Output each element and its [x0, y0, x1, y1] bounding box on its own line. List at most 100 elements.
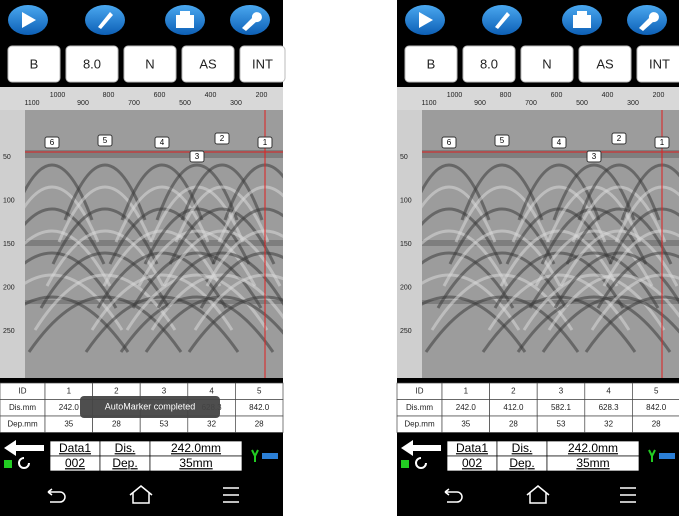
- hyperbola: [150, 273, 283, 331]
- mode-button[interactable]: B: [7, 45, 61, 83]
- ruler-top-label: 400: [205, 92, 217, 99]
- button-box: [181, 45, 235, 83]
- hyperbola: [559, 229, 679, 287]
- mode-button[interactable]: INT: [239, 45, 286, 83]
- ruler-top-label: 800: [500, 92, 512, 99]
- hyperbola: [51, 207, 159, 265]
- marker-box: [189, 150, 205, 163]
- icon-glyph: [419, 12, 433, 28]
- icon-glyph: [639, 12, 659, 31]
- ruler-left-label: 150: [400, 241, 412, 248]
- mode-button[interactable]: 8.0: [65, 45, 119, 83]
- hyperbola: [565, 207, 673, 265]
- marker-label: 1: [263, 138, 268, 147]
- mode-button[interactable]: AS: [578, 45, 632, 83]
- table-text: 53: [557, 420, 566, 429]
- table-text: 2: [114, 387, 119, 396]
- table-text: 628.3: [599, 403, 620, 412]
- refresh-icon[interactable]: [415, 457, 427, 469]
- table-text: 32: [207, 420, 216, 429]
- table-text: 53: [160, 420, 169, 429]
- nav-home[interactable]: [129, 485, 153, 504]
- table-text: 3: [559, 387, 564, 396]
- mode-button[interactable]: AS: [181, 45, 235, 83]
- table-text: Dep.mm: [7, 420, 38, 429]
- marker-label: 3: [592, 152, 597, 161]
- status-text: Data1: [59, 441, 91, 455]
- marker-label: 2: [617, 134, 622, 143]
- ruler-left-label: 200: [3, 284, 15, 291]
- table-text: Dep.mm: [404, 420, 435, 429]
- button-label: AS: [199, 56, 217, 71]
- back-arrow[interactable]: [401, 440, 441, 456]
- back-arrow[interactable]: [4, 440, 44, 456]
- settings-button[interactable]: [627, 5, 667, 35]
- signal-icon: [648, 449, 656, 462]
- ruler-left-label: 250: [3, 328, 15, 335]
- nav-home[interactable]: [526, 485, 550, 504]
- phone-screen: B 8.0 N AS INT110010009008007006005004003002…: [0, 0, 286, 516]
- table-text: 2: [511, 387, 516, 396]
- icon-glyph: [495, 12, 510, 29]
- hyperbola: [119, 295, 275, 353]
- hyperbola: [162, 229, 282, 287]
- edit-button[interactable]: [85, 5, 125, 35]
- play-button[interactable]: [405, 5, 445, 35]
- status-text: 35mm: [179, 456, 212, 470]
- ruler-top-label: 500: [576, 100, 588, 107]
- mode-button[interactable]: B: [404, 45, 458, 83]
- hyperbola: [156, 251, 283, 309]
- mode-button[interactable]: INT: [636, 45, 679, 83]
- save-button[interactable]: [165, 5, 205, 35]
- hyperbola: [553, 251, 679, 309]
- button-label: INT: [252, 56, 273, 71]
- ruler-top-label: 700: [128, 100, 140, 107]
- toast-bg: [80, 396, 220, 418]
- nav-back[interactable]: [444, 488, 463, 503]
- scan-band: [422, 150, 679, 158]
- hyperbola: [25, 163, 94, 221]
- button-label: INT: [649, 56, 670, 71]
- ruler-left-label: 250: [400, 328, 412, 335]
- status-text: 002: [65, 456, 85, 470]
- settings-button[interactable]: [230, 5, 270, 35]
- ruler-top-label: 200: [653, 92, 665, 99]
- play-button[interactable]: [8, 5, 48, 35]
- edit-button[interactable]: [482, 5, 522, 35]
- hyperbola: [422, 185, 497, 243]
- ruler-top-label: 900: [474, 100, 486, 107]
- button-box: [636, 45, 679, 83]
- save-button[interactable]: [562, 5, 602, 35]
- status-text: Dep.: [509, 456, 534, 470]
- button-label: B: [30, 56, 39, 71]
- button-box: [7, 45, 61, 83]
- hyperbola: [577, 163, 661, 221]
- status-text: 002: [462, 456, 482, 470]
- marker-label: 5: [103, 136, 108, 145]
- table-text: 842.0: [646, 403, 667, 412]
- device-icon: [262, 453, 278, 459]
- table-text: 242.0: [456, 403, 477, 412]
- status-cell: [546, 455, 640, 472]
- mode-button[interactable]: N: [520, 45, 574, 83]
- hyperbola: [422, 229, 509, 287]
- mode-button[interactable]: 8.0: [462, 45, 516, 83]
- nav-menu[interactable]: [620, 487, 636, 503]
- hyperbola: [487, 273, 631, 331]
- hyperbola: [25, 207, 106, 265]
- refresh-icon[interactable]: [18, 457, 30, 469]
- nav-back[interactable]: [47, 488, 66, 503]
- ruler-top-label: 200: [256, 92, 268, 99]
- mode-button[interactable]: N: [123, 45, 177, 83]
- ruler-top-label: 500: [179, 100, 191, 107]
- status-text: Data1: [456, 441, 488, 455]
- nav-menu[interactable]: [223, 487, 239, 503]
- hyperbola: [547, 273, 679, 331]
- hyperbola: [422, 207, 503, 265]
- ruler-top-bg: [0, 87, 283, 110]
- marker-box: [214, 132, 230, 145]
- button-box: [123, 45, 177, 83]
- ruler-left-label: 100: [400, 197, 412, 204]
- hyperbola: [422, 295, 527, 353]
